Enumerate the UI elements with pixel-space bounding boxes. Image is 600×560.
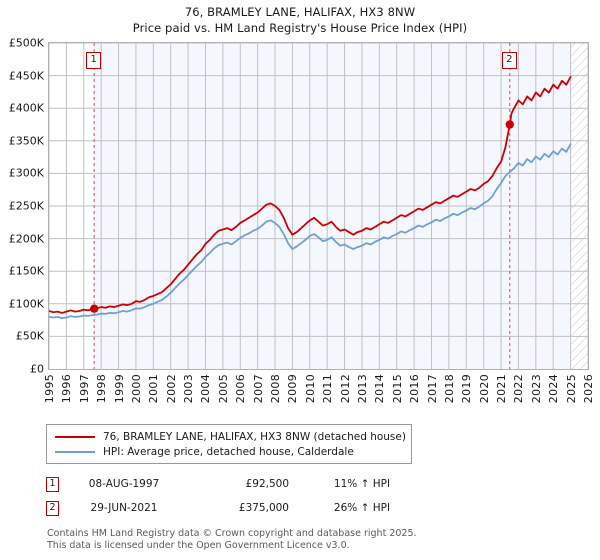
x-axis-tick: 1997 — [77, 374, 91, 404]
y-axis-tick: £250K — [8, 199, 44, 213]
x-axis-tick: 2006 — [234, 374, 248, 404]
x-axis-tick: 2004 — [199, 374, 213, 404]
x-axis-tick: 2011 — [321, 374, 335, 404]
plot-series — [49, 76, 572, 320]
y-axis-tick: £300K — [8, 166, 44, 180]
x-axis-tick: 1998 — [95, 374, 109, 404]
legend-label-hpi: HPI: Average price, detached house, Cald… — [103, 445, 354, 458]
x-axis-tick: 2002 — [164, 374, 178, 404]
x-axis-tick: 2005 — [216, 374, 230, 404]
x-axis-tick: 2012 — [338, 374, 352, 404]
attribution-footer: Contains HM Land Registry data © Crown c… — [47, 528, 587, 551]
y-axis-tick: £200K — [8, 232, 44, 246]
x-axis-tick: 2017 — [425, 374, 439, 404]
x-axis-tick: 2018 — [442, 374, 456, 404]
x-axis-tick: 2024 — [547, 374, 561, 404]
y-axis-tick: £450K — [8, 69, 44, 83]
legend-label-property: 76, BRAMLEY LANE, HALIFAX, HX3 8NW (deta… — [103, 430, 406, 443]
x-axis-tick: 2025 — [564, 374, 578, 404]
chart-titles: 76, BRAMLEY LANE, HALIFAX, HX3 8NW Price… — [0, 4, 600, 36]
x-axis-tick: 2001 — [147, 374, 161, 404]
plot-gridlines — [49, 43, 588, 369]
x-axis-tick: 2009 — [286, 374, 300, 404]
y-axis-tick: £500K — [8, 36, 44, 50]
transaction-hpi-delta-1: 11% ↑ HPI — [333, 478, 391, 490]
y-axis-tick: £350K — [8, 134, 44, 148]
footer-line-1: Contains HM Land Registry data © Crown c… — [47, 528, 417, 539]
transaction-badge-1: 1 — [46, 476, 59, 492]
x-axis-tick: 2019 — [460, 374, 474, 404]
transaction-price-2: £375,000 — [238, 502, 289, 514]
plot-canvas — [48, 42, 589, 370]
x-axis-tick: 2003 — [182, 374, 196, 404]
y-axis-labels: £0 £50K £100K £150K £200K £250K £300K £350K £400… — [0, 37, 44, 376]
price-line-chart — [49, 43, 588, 369]
x-axis-tick: 2007 — [251, 374, 265, 404]
y-axis-tick: £100K — [8, 297, 44, 311]
transaction-date-1: 08-AUG-1997 — [88, 478, 160, 490]
transaction-badge-2: 2 — [46, 500, 59, 516]
chart-legend: 76, BRAMLEY LANE, HALIFAX, HX3 8NW (deta… — [46, 424, 412, 464]
x-axis-tick: 2023 — [529, 374, 543, 404]
y-axis-tick: £150K — [8, 264, 44, 278]
page-title: 76, BRAMLEY LANE, HALIFAX, HX3 8NW — [184, 5, 416, 19]
sale-marker-flag-2: 2 — [501, 52, 517, 69]
x-axis-tick: 1999 — [112, 374, 126, 404]
x-axis-tick: 2014 — [373, 374, 387, 404]
y-axis-tick: £50K — [15, 329, 44, 343]
x-axis-tick: 2010 — [303, 374, 317, 404]
page-subtitle: Price paid vs. HM Land Registry's House … — [132, 21, 468, 35]
legend-swatch-property — [55, 435, 95, 438]
legend-item-hpi: HPI: Average price, detached house, Cald… — [53, 444, 405, 459]
sale-marker-flag-1: 1 — [86, 52, 102, 69]
transactions-table: 1 08-AUG-1997 £92,500 11% ↑ HPI 2 29-JUN… — [46, 472, 466, 520]
x-axis-tick: 2008 — [269, 374, 283, 404]
x-axis-labels: 1995 1996 1997 1998 1999 2000 2001 2002 2003 2004… — [43, 374, 595, 414]
x-axis-tick: 2022 — [512, 374, 526, 404]
legend-swatch-hpi — [55, 450, 95, 453]
legend-item-property: 76, BRAMLEY LANE, HALIFAX, HX3 8NW (deta… — [53, 429, 406, 444]
sale-points — [90, 120, 514, 313]
x-axis-tick: 1995 — [43, 374, 56, 404]
x-axis-tick: 2016 — [408, 374, 422, 404]
y-axis-tick: £400K — [8, 101, 44, 115]
x-axis-tick: 2021 — [495, 374, 509, 404]
footer-line-2: This data is licensed under the Open Gov… — [47, 539, 350, 551]
x-axis-tick: 2013 — [355, 374, 369, 404]
table-row: 1 08-AUG-1997 £92,500 11% ↑ HPI — [46, 472, 466, 496]
x-axis-tick: 2026 — [582, 374, 595, 404]
y-axis-tick: £0 — [30, 362, 44, 376]
x-axis-tick: 2000 — [129, 374, 143, 404]
x-axis-tick: 2015 — [390, 374, 404, 404]
x-axis-tick: 1996 — [60, 374, 74, 404]
x-axis-tick: 2020 — [477, 374, 491, 404]
transaction-date-2: 29-JUN-2021 — [90, 502, 158, 514]
transaction-price-1: £92,500 — [245, 478, 289, 490]
table-row: 2 29-JUN-2021 £375,000 26% ↑ HPI — [46, 496, 466, 520]
transaction-hpi-delta-2: 26% ↑ HPI — [333, 502, 391, 514]
